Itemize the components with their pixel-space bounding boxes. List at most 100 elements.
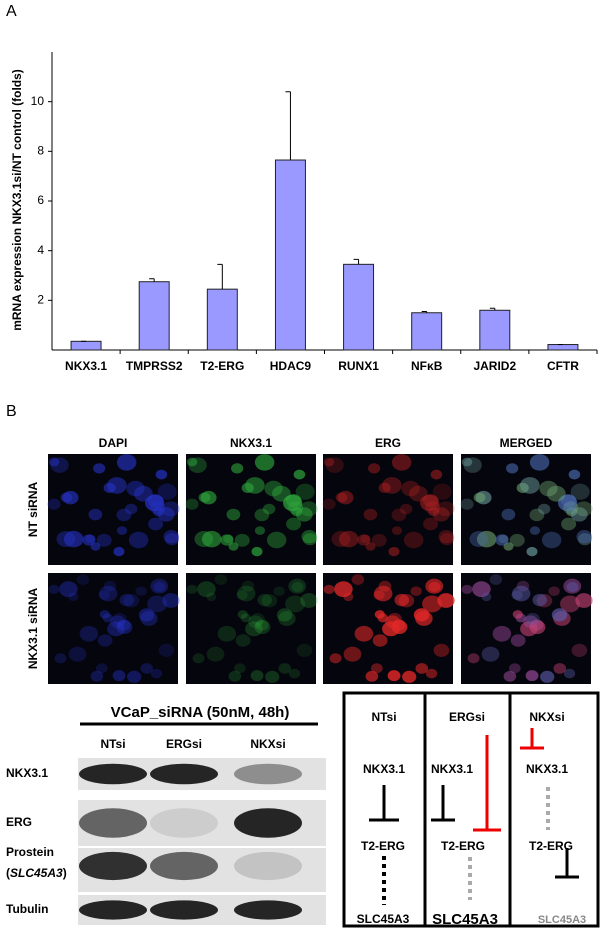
cell <box>98 590 110 600</box>
cell <box>82 534 96 546</box>
error-bar <box>149 278 155 282</box>
cell <box>331 531 351 547</box>
cell <box>566 581 579 593</box>
cell <box>206 646 225 662</box>
cell <box>54 653 67 664</box>
cell <box>88 508 103 521</box>
cell <box>288 501 304 515</box>
cell <box>126 480 145 497</box>
cell <box>257 593 273 607</box>
panel-label: A <box>6 3 17 20</box>
cell <box>547 485 566 502</box>
error-bar <box>421 311 428 313</box>
x-tick-label: RUNX1 <box>338 359 379 373</box>
row-label: NT siRNA <box>26 482 40 538</box>
cell <box>254 454 275 471</box>
column-label: NKX3.1 <box>230 436 272 450</box>
bar <box>70 340 102 351</box>
cell <box>469 531 489 547</box>
diagram-slc: SLC45A3 <box>432 911 498 928</box>
diagram-slc: SLC45A3 <box>538 914 586 926</box>
cell <box>329 653 342 664</box>
cell <box>278 611 296 626</box>
cell <box>548 586 560 597</box>
cell <box>240 613 252 623</box>
cell <box>365 670 379 682</box>
error-bar <box>353 258 360 265</box>
cell <box>563 501 579 515</box>
cell <box>391 508 407 522</box>
cell <box>185 498 199 510</box>
inhibition <box>369 785 399 822</box>
cell <box>413 608 430 622</box>
cell <box>323 457 335 467</box>
cell <box>273 586 285 597</box>
cell <box>575 501 593 517</box>
band <box>79 808 147 838</box>
band <box>234 808 302 838</box>
bar <box>411 312 443 351</box>
cell <box>439 533 455 546</box>
cell <box>423 517 439 531</box>
band <box>79 851 147 881</box>
blot-row-label: NKX3.1 <box>6 766 48 780</box>
cell <box>492 625 512 642</box>
cell <box>99 610 110 619</box>
cell <box>357 534 371 546</box>
cell <box>234 533 250 547</box>
cell <box>226 508 241 521</box>
cell <box>382 477 402 494</box>
cell <box>254 526 266 535</box>
lane-label: ERGsi <box>166 737 202 751</box>
cell <box>489 574 503 585</box>
cell <box>157 507 175 522</box>
band <box>234 900 302 920</box>
cell <box>276 608 293 622</box>
y-tick-label: 8 <box>37 144 44 158</box>
diagram-header: NTsi <box>371 710 396 724</box>
cell <box>245 477 265 494</box>
diagram-nkx: NKX3.1 <box>431 762 473 776</box>
cell <box>231 463 244 474</box>
cell <box>540 670 555 683</box>
band <box>234 763 302 785</box>
cell <box>422 595 443 613</box>
cell <box>503 670 517 682</box>
cell <box>47 498 61 510</box>
column-label: MERGED <box>500 436 553 450</box>
inhibition <box>431 785 455 822</box>
cell <box>301 530 318 544</box>
x-tick-label: NFκB <box>411 359 443 373</box>
bar <box>479 309 511 351</box>
cell <box>140 611 158 626</box>
diagram-erg: T2-ERG <box>441 839 485 853</box>
cell <box>296 643 313 658</box>
cell <box>512 585 531 602</box>
cell <box>433 643 450 658</box>
cell <box>158 643 175 658</box>
cell <box>283 494 303 512</box>
cell <box>561 517 577 531</box>
cell <box>264 480 283 497</box>
cell <box>97 634 113 647</box>
cell <box>481 592 492 602</box>
cell <box>150 578 169 594</box>
error-bar <box>285 91 291 161</box>
cell <box>250 612 265 626</box>
micrograph <box>186 573 316 684</box>
cell <box>163 530 180 544</box>
cell <box>428 507 440 517</box>
cell <box>235 634 251 647</box>
cell <box>374 610 385 619</box>
cell <box>343 646 362 662</box>
cell <box>432 507 450 522</box>
column-label: DAPI <box>99 436 128 450</box>
cell <box>248 615 263 628</box>
cell <box>351 574 365 585</box>
band <box>79 900 147 920</box>
cell <box>472 581 491 598</box>
band <box>234 851 302 881</box>
cell <box>388 546 400 557</box>
cell <box>148 517 164 531</box>
lane-label: NKXsi <box>250 737 285 751</box>
